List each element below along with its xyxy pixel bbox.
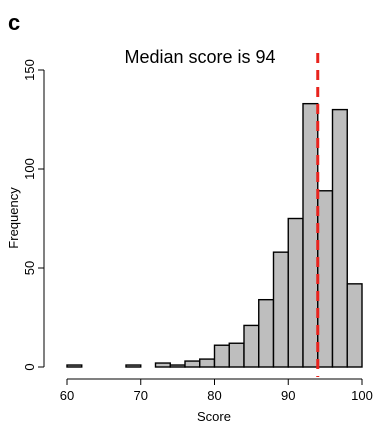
histogram-bar-14 bbox=[272, 251, 289, 368]
histogram-bar-12 bbox=[243, 324, 260, 368]
x-tick-label-100: 100 bbox=[351, 388, 373, 403]
y-tick-label-100: 100 bbox=[22, 158, 37, 180]
histogram-bar-18 bbox=[331, 108, 348, 368]
x-tick-label-70: 70 bbox=[134, 388, 148, 403]
histogram-bar-13 bbox=[258, 298, 275, 368]
panel-label: c bbox=[8, 10, 20, 35]
histogram-bar-6 bbox=[154, 362, 171, 368]
x-tick-label-60: 60 bbox=[60, 388, 74, 403]
y-tick-label-50: 50 bbox=[22, 261, 37, 275]
chart-annotation: Median score is 94 bbox=[124, 47, 275, 67]
histogram-bar-8 bbox=[184, 360, 201, 368]
x-tick-label-80: 80 bbox=[207, 388, 221, 403]
histogram-bar-16 bbox=[302, 102, 319, 368]
histogram-bar-4 bbox=[125, 364, 142, 368]
histogram-bar-17 bbox=[317, 190, 334, 368]
histogram-bar-9 bbox=[199, 358, 216, 368]
y-axis: 0 50 100 150 bbox=[22, 59, 45, 371]
histogram-bars bbox=[66, 102, 363, 368]
x-axis: 60 70 80 90 100 bbox=[60, 378, 373, 403]
histogram-bar-0 bbox=[66, 364, 83, 368]
histogram-bar-10 bbox=[213, 344, 230, 368]
histogram-bar-7 bbox=[169, 364, 186, 368]
y-tick-label-150: 150 bbox=[22, 59, 37, 81]
x-tick-label-90: 90 bbox=[281, 388, 295, 403]
histogram-bar-11 bbox=[228, 342, 245, 368]
y-tick-label-0: 0 bbox=[22, 363, 37, 370]
x-axis-label: Score bbox=[197, 409, 231, 424]
y-axis-label: Frequency bbox=[6, 187, 21, 249]
histogram-bar-15 bbox=[287, 217, 304, 368]
histogram-bar-19 bbox=[346, 283, 363, 368]
